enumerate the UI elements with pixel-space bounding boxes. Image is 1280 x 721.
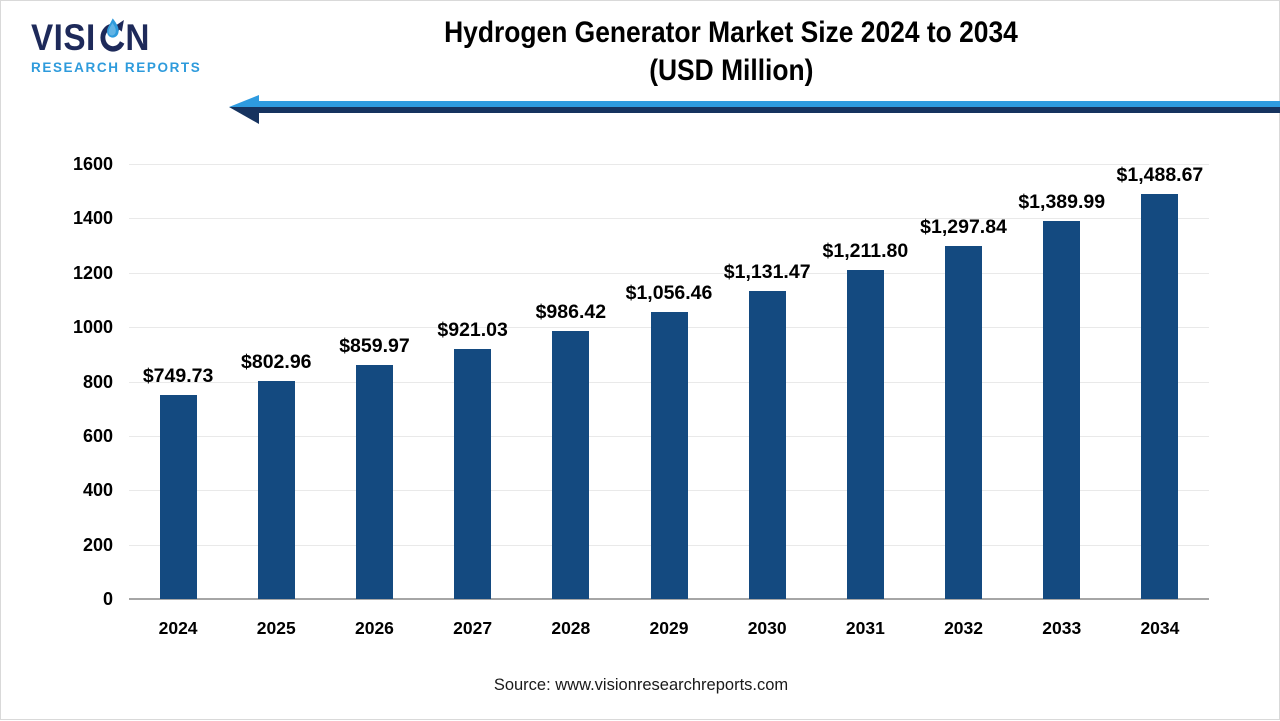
x-axis-label-2033: 2033 xyxy=(1042,618,1082,638)
y-axis-tick-label-800: 800 xyxy=(82,371,113,392)
bar-value-label-2028: $986.42 xyxy=(535,300,607,323)
chart-title-line2: (USD Million) xyxy=(648,54,814,87)
bar-2032 xyxy=(945,246,983,599)
bar-value-label-2033: $1,389.99 xyxy=(1018,191,1106,214)
y-axis-tick-label-200: 200 xyxy=(82,534,113,555)
bar-2030 xyxy=(748,291,786,599)
bar-2024 xyxy=(159,395,197,599)
x-axis-label-2025: 2025 xyxy=(256,618,296,638)
gridline-1400 xyxy=(129,218,1209,220)
vision-research-reports-logo: VISI N RESEARCH REPORTS xyxy=(31,17,202,76)
chart-title: Hydrogen Generator Market Size 2024 to 2… xyxy=(191,14,1271,90)
x-axis-label-2034: 2034 xyxy=(1140,618,1180,638)
bar-value-label-2031: $1,211.80 xyxy=(822,239,909,262)
x-axis-line xyxy=(129,598,1209,600)
bar-value-label-2034: $1,488.67 xyxy=(1116,164,1204,187)
bar-value-label-2027: $921.03 xyxy=(437,318,508,341)
gridline-1600 xyxy=(129,164,1209,165)
bar-2031 xyxy=(846,269,884,599)
x-axis-label-2028: 2028 xyxy=(551,618,591,638)
bar-2034 xyxy=(1141,194,1179,599)
y-axis-tick-label-400: 400 xyxy=(82,480,113,501)
y-axis-tick-label-0: 0 xyxy=(102,589,113,609)
source-attribution: Source: www.visionresearchreports.com xyxy=(493,676,789,694)
bar-value-label-2032: $1,297.84 xyxy=(920,216,1007,239)
logo-brand-right: N xyxy=(125,17,150,58)
bar-value-label-2029: $1,056.46 xyxy=(625,281,713,304)
chart-title-line1: Hydrogen Generator Market Size 2024 to 2… xyxy=(444,16,1018,49)
y-axis-tick-label-1400: 1400 xyxy=(72,208,113,229)
bar-2029 xyxy=(650,311,688,599)
bar-value-label-2030: $1,131.47 xyxy=(723,261,811,284)
gridline-1200 xyxy=(129,272,1209,274)
bar-2027 xyxy=(454,348,492,599)
bar-2026 xyxy=(355,365,393,599)
logo-drop-icon xyxy=(100,18,125,52)
y-axis-tick-label-1000: 1000 xyxy=(72,317,113,338)
x-axis-label-2024: 2024 xyxy=(158,618,198,638)
x-axis-label-2029: 2029 xyxy=(649,618,689,638)
x-axis-label-2030: 2030 xyxy=(747,618,787,638)
bar-2025 xyxy=(257,380,295,599)
logo-brand-left: VISI xyxy=(31,17,96,58)
x-axis-label-2027: 2027 xyxy=(453,618,493,638)
x-axis-label-2031: 2031 xyxy=(845,618,885,638)
y-axis-tick-label-1600: 1600 xyxy=(72,154,113,174)
header-divider-arrow-icon xyxy=(229,95,1280,124)
y-axis-tick-label-1200: 1200 xyxy=(72,262,113,283)
logo-subtitle: RESEARCH REPORTS xyxy=(31,60,202,75)
x-axis-label-2026: 2026 xyxy=(354,618,394,638)
logo-brand: VISI N xyxy=(31,17,184,59)
bar-value-label-2026: $859.97 xyxy=(339,335,410,358)
y-axis-tick-label-600: 600 xyxy=(82,425,113,446)
bar-value-label-2025: $802.96 xyxy=(241,350,312,373)
bar-2028 xyxy=(552,330,590,599)
bar-value-label-2024: $749.73 xyxy=(142,365,214,388)
x-axis-label-2032: 2032 xyxy=(944,618,983,638)
bar-2033 xyxy=(1043,221,1081,599)
